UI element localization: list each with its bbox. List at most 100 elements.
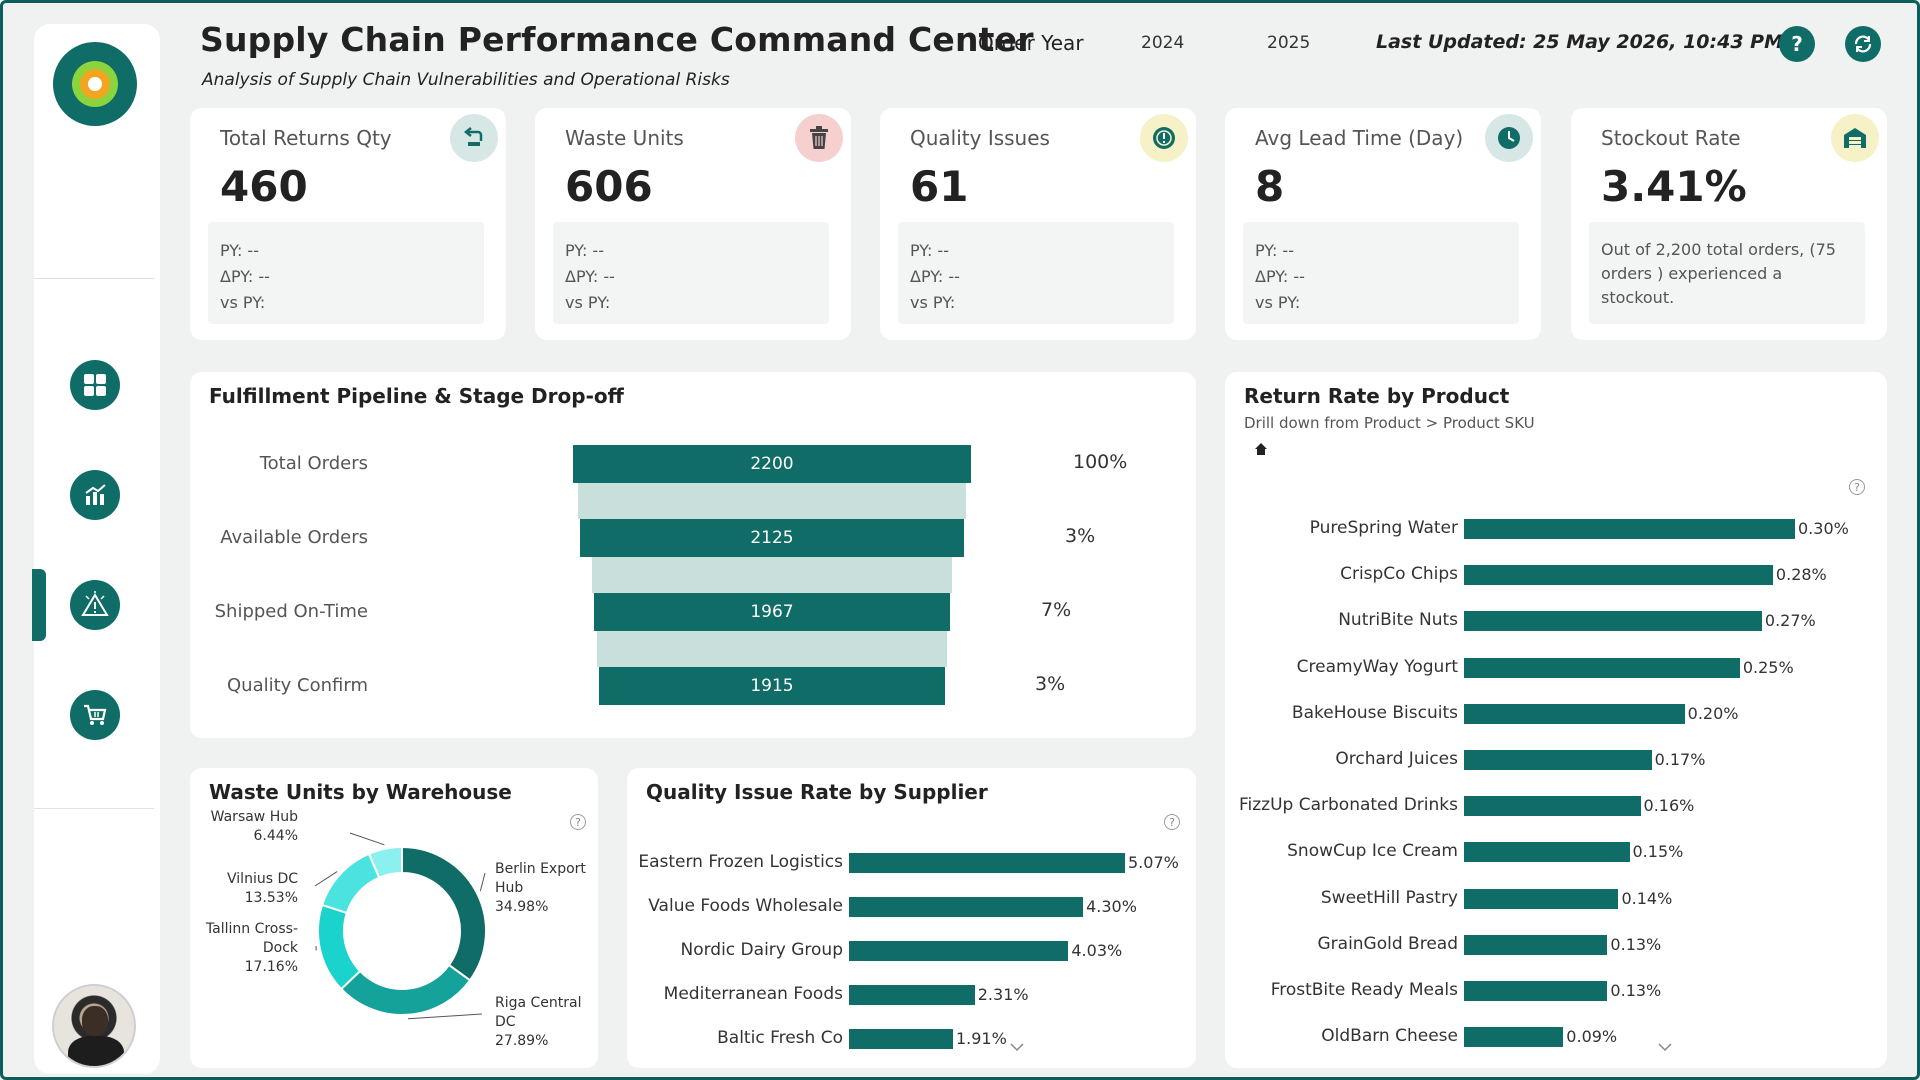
- kpi-quality-issues: Quality Issues 61 PY: -- ΔPY: -- vs PY:: [880, 108, 1196, 340]
- donut-leader-line: [479, 872, 486, 892]
- cart-icon: [84, 704, 107, 725]
- bar[interactable]: [1464, 888, 1619, 909]
- donut-leader-line: [314, 871, 338, 887]
- kpi-vs-py: vs PY:: [1255, 293, 1301, 312]
- kpi-py: PY: --: [1255, 241, 1294, 260]
- kpi-label: Total Returns Qty: [220, 126, 392, 150]
- kpi-waste-units: Waste Units 606 PY: -- ΔPY: -- vs PY:: [535, 108, 851, 340]
- bar[interactable]: [849, 985, 975, 1005]
- donut-leader-line: [349, 832, 385, 846]
- bar-category-label: FizzUp Carbonated Drinks: [1238, 795, 1458, 816]
- kpi-label: Stockout Rate: [1601, 126, 1741, 150]
- bar[interactable]: [849, 1029, 953, 1049]
- bar-value-label: 0.13%: [1610, 981, 1662, 1000]
- funnel-title: Fulfillment Pipeline & Stage Drop-off: [209, 384, 624, 408]
- funnel-bar[interactable]: 2200: [573, 445, 971, 483]
- bar[interactable]: [1464, 796, 1641, 817]
- bar-value-label: 0.09%: [1566, 1027, 1618, 1047]
- donut-slice[interactable]: [317, 903, 362, 991]
- bar[interactable]: [1464, 934, 1608, 955]
- bar[interactable]: [1464, 750, 1652, 770]
- last-updated: Last Updated: 25 May 2026, 10:43 PM: [1376, 31, 1784, 53]
- waste-panel: Waste Units by Warehouse ? Berlin Export…: [190, 768, 598, 1068]
- sidebar-divider: [34, 278, 154, 279]
- supplier-panel: Quality Issue Rate by Supplier ? Eastern…: [627, 768, 1196, 1068]
- funnel-panel: Fulfillment Pipeline & Stage Drop-off To…: [190, 372, 1196, 738]
- kpi-avg-lead-time: Avg Lead Time (Day) 8 PY: -- ΔPY: -- vs …: [1225, 108, 1541, 340]
- kpi-vs-py: vs PY:: [910, 293, 956, 312]
- bar[interactable]: [849, 941, 1069, 961]
- donut-value: 34.98%: [495, 899, 549, 915]
- kpi-label: Waste Units: [565, 126, 684, 150]
- funnel-bar[interactable]: 1967: [594, 593, 950, 631]
- kpi-value: 61: [910, 162, 969, 211]
- bar-value-label: 4.03%: [1071, 941, 1123, 960]
- donut-category: Vilnius DC: [227, 871, 298, 887]
- bar-value-label: 0.14%: [1621, 888, 1673, 908]
- supplier-title: Quality Issue Rate by Supplier: [646, 780, 988, 804]
- bar[interactable]: [1464, 565, 1773, 586]
- bar[interactable]: [1464, 657, 1740, 678]
- page-title: Supply Chain Performance Command Center: [200, 20, 1034, 59]
- home-icon[interactable]: [1254, 442, 1268, 456]
- donut-label: Tallinn Cross-Dock 17.16%: [200, 920, 298, 977]
- bar-value-label: 0.28%: [1775, 565, 1827, 585]
- funnel-stage-label: Total Orders: [259, 453, 368, 474]
- bar[interactable]: [1464, 842, 1630, 863]
- bar-value-label: 0.16%: [1643, 796, 1695, 816]
- funnel-bar[interactable]: 1915: [598, 667, 946, 705]
- bar-category-label: Value Foods Wholesale: [648, 896, 843, 916]
- refresh-button[interactable]: [1845, 26, 1881, 62]
- scroll-down-icon[interactable]: [1657, 1042, 1673, 1052]
- bar-value-label: 0.17%: [1654, 750, 1706, 769]
- alert-icon: [1140, 114, 1188, 162]
- sidebar-divider-bottom: [34, 808, 154, 809]
- funnel-stage-percent: 3%: [1065, 525, 1096, 547]
- bar[interactable]: [1464, 703, 1685, 724]
- kpi-label: Quality Issues: [910, 126, 1050, 150]
- nav-dashboard-button[interactable]: [70, 360, 120, 410]
- scroll-down-icon[interactable]: [1009, 1042, 1025, 1052]
- funnel-connector: [592, 557, 952, 593]
- bar[interactable]: [849, 897, 1084, 917]
- nav-active-indicator: [32, 569, 46, 641]
- bar[interactable]: [1464, 981, 1608, 1001]
- nav-analytics-button[interactable]: [70, 470, 120, 520]
- kpi-value: 8: [1255, 162, 1285, 211]
- kpi-value: 606: [565, 162, 653, 211]
- donut-leader-line: [407, 1013, 483, 1020]
- donut-label: Riga Central DC 27.89%: [495, 994, 595, 1051]
- kpi-stockout-rate: Stockout Rate 3.41% Out of 2,200 total o…: [1571, 108, 1887, 340]
- bar-category-label: Orchard Juices: [1335, 749, 1458, 769]
- user-avatar[interactable]: [52, 984, 136, 1068]
- funnel-bar[interactable]: 2125: [579, 519, 965, 557]
- year-option-2024[interactable]: 2024: [1141, 33, 1185, 53]
- bar[interactable]: [849, 853, 1125, 873]
- funnel-stage-percent: 100%: [1073, 451, 1128, 473]
- bar[interactable]: [1464, 611, 1762, 632]
- bar[interactable]: [1464, 519, 1795, 539]
- donut-label: Vilnius DC 13.53%: [200, 870, 298, 908]
- kpi-value: 3.41%: [1601, 162, 1747, 211]
- nav-risk-button[interactable]: [70, 580, 120, 630]
- clock-icon: [1485, 114, 1533, 162]
- help-icon[interactable]: ?: [570, 814, 586, 830]
- bar-value-label: 0.30%: [1798, 519, 1849, 538]
- donut-slice[interactable]: [320, 852, 381, 915]
- help-icon[interactable]: ?: [1164, 814, 1180, 830]
- year-option-2025[interactable]: 2025: [1267, 33, 1311, 53]
- bar-category-label: PureSpring Water: [1309, 518, 1458, 538]
- returns-title: Return Rate by Product: [1244, 384, 1510, 408]
- donut-slice[interactable]: [339, 963, 472, 1016]
- help-button[interactable]: ?: [1779, 26, 1815, 62]
- donut-slice[interactable]: [367, 845, 403, 879]
- donut-category: Warsaw Hub: [210, 809, 298, 825]
- kpi-note: Out of 2,200 total orders, (75 orders ) …: [1589, 222, 1865, 324]
- bar-category-label: BakeHouse Biscuits: [1291, 702, 1458, 723]
- bar[interactable]: [1464, 1027, 1564, 1048]
- page-subtitle: Analysis of Supply Chain Vulnerabilities…: [202, 70, 730, 90]
- nav-orders-button[interactable]: [70, 690, 120, 740]
- help-icon[interactable]: ?: [1849, 479, 1865, 495]
- bar-value-label: 2.31%: [977, 985, 1029, 1004]
- donut-slice[interactable]: [401, 845, 487, 982]
